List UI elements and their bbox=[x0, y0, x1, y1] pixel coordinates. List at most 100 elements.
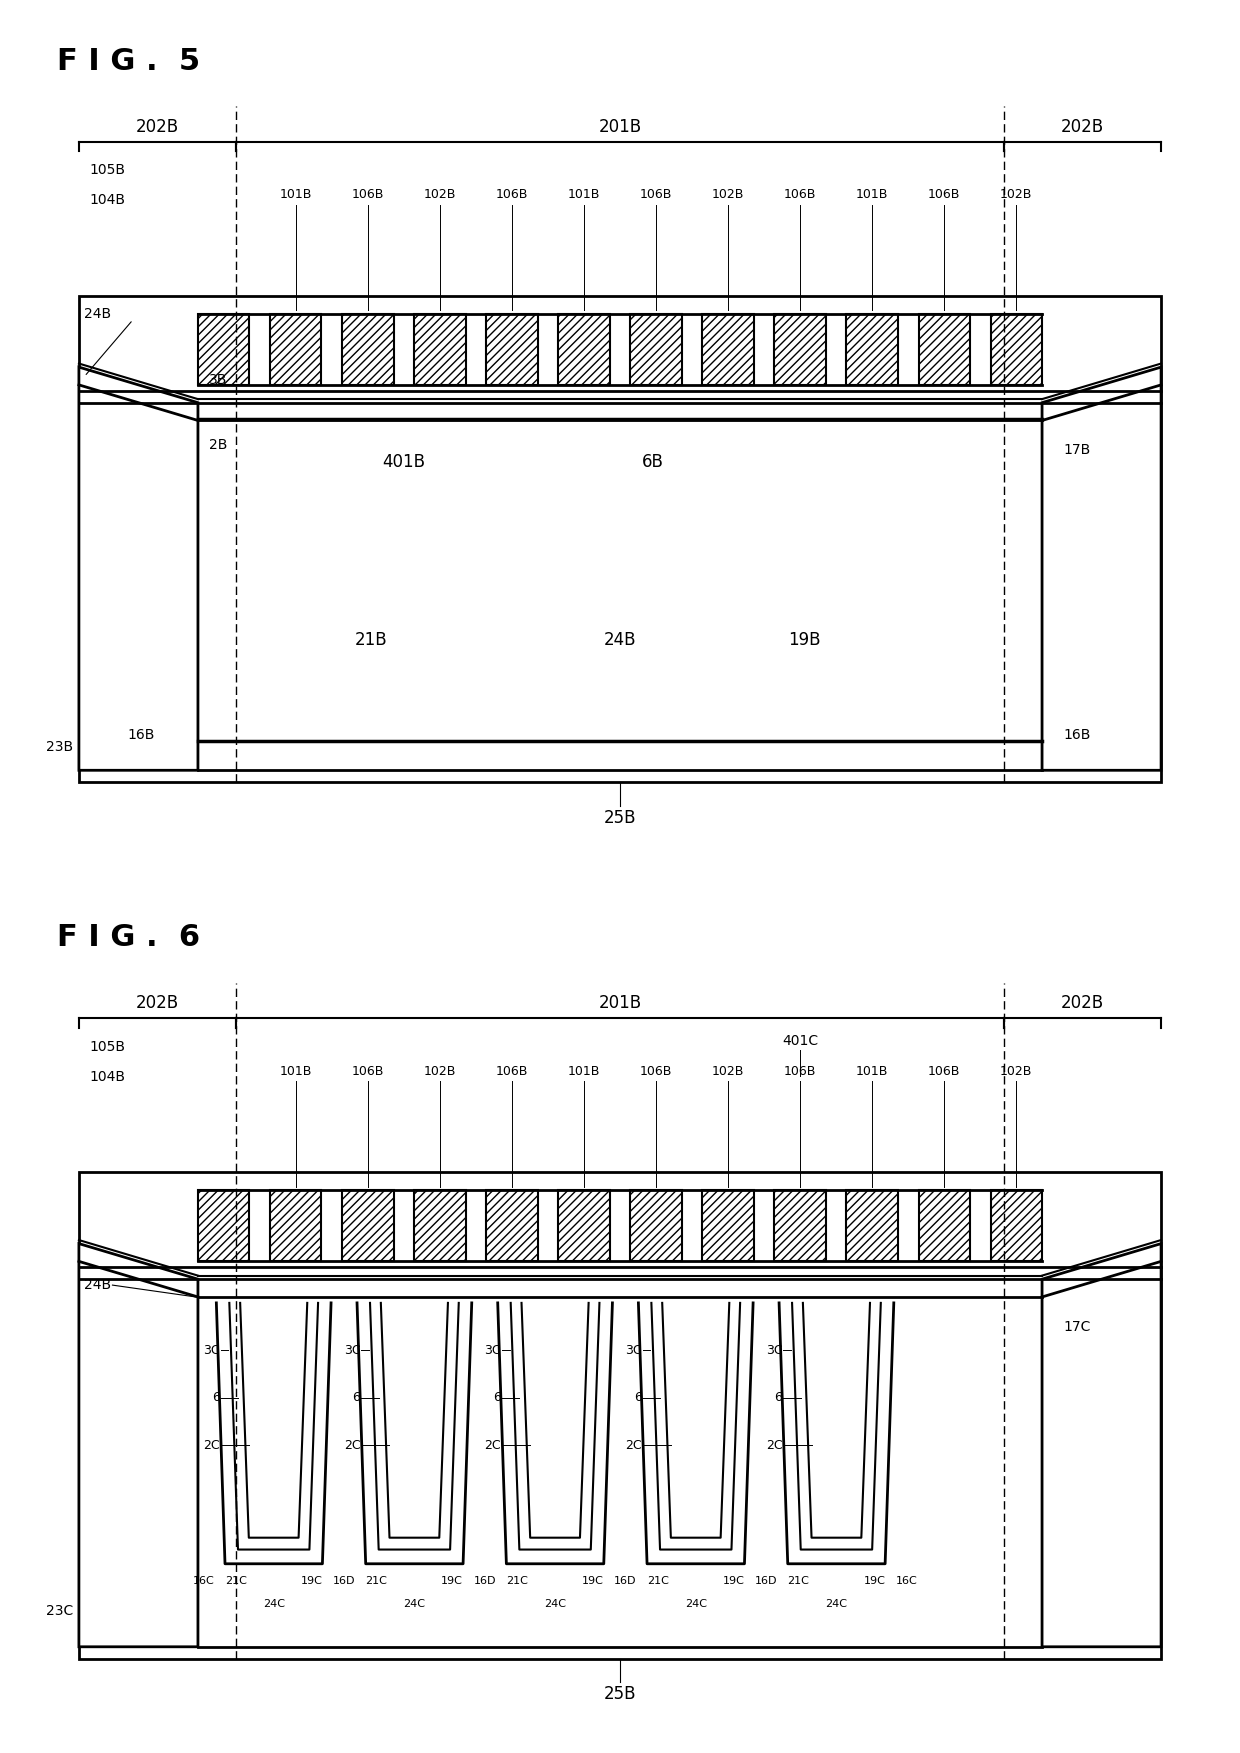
Text: 19B: 19B bbox=[787, 631, 820, 649]
Bar bbox=[630, 314, 682, 386]
Bar bbox=[847, 1190, 898, 1262]
Text: 19C: 19C bbox=[863, 1576, 885, 1586]
Text: 101B: 101B bbox=[568, 188, 600, 202]
Text: 3C: 3C bbox=[766, 1345, 782, 1357]
Text: 23C: 23C bbox=[46, 1604, 73, 1618]
Text: 102B: 102B bbox=[424, 1064, 456, 1078]
Text: 106B: 106B bbox=[352, 1064, 384, 1078]
Text: 202B: 202B bbox=[1061, 117, 1104, 137]
Bar bbox=[342, 314, 393, 386]
Text: 16D: 16D bbox=[332, 1576, 356, 1586]
Text: 17B: 17B bbox=[1064, 444, 1091, 458]
Text: 106B: 106B bbox=[496, 1064, 528, 1078]
Text: 25B: 25B bbox=[604, 1685, 636, 1704]
Bar bbox=[79, 296, 1161, 782]
Text: 6: 6 bbox=[494, 1392, 501, 1404]
Text: 6: 6 bbox=[775, 1392, 782, 1404]
Bar bbox=[558, 314, 610, 386]
Text: 106B: 106B bbox=[784, 188, 816, 202]
Bar bbox=[79, 1173, 1161, 1658]
Text: 21C: 21C bbox=[787, 1576, 810, 1586]
Bar bbox=[991, 314, 1042, 386]
Text: 16B: 16B bbox=[1064, 727, 1091, 742]
Text: 401B: 401B bbox=[382, 452, 425, 472]
Text: 102B: 102B bbox=[1001, 188, 1033, 202]
Bar bbox=[198, 314, 249, 386]
Text: 16C: 16C bbox=[192, 1576, 215, 1586]
Text: 102B: 102B bbox=[1001, 1064, 1033, 1078]
Bar bbox=[198, 1190, 249, 1262]
Text: 16D: 16D bbox=[755, 1576, 777, 1586]
Bar bbox=[558, 1190, 610, 1262]
Text: 105B: 105B bbox=[89, 163, 125, 177]
Text: 21B: 21B bbox=[355, 631, 387, 649]
Bar bbox=[775, 1190, 826, 1262]
Text: 101B: 101B bbox=[279, 188, 312, 202]
Bar bbox=[414, 314, 465, 386]
Text: 2C: 2C bbox=[625, 1439, 641, 1451]
Text: 25B: 25B bbox=[604, 808, 636, 827]
Text: 101B: 101B bbox=[568, 1064, 600, 1078]
Polygon shape bbox=[1042, 1243, 1161, 1646]
Text: 106B: 106B bbox=[640, 1064, 672, 1078]
Text: 106B: 106B bbox=[928, 188, 961, 202]
Bar bbox=[414, 1190, 465, 1262]
Text: 6: 6 bbox=[212, 1392, 219, 1404]
Text: 21C: 21C bbox=[366, 1576, 387, 1586]
Text: 106B: 106B bbox=[784, 1064, 816, 1078]
Text: 2C: 2C bbox=[343, 1439, 361, 1451]
Text: 24C: 24C bbox=[684, 1599, 707, 1609]
Text: 19C: 19C bbox=[723, 1576, 744, 1586]
Text: 3C: 3C bbox=[343, 1345, 361, 1357]
Text: 24C: 24C bbox=[826, 1599, 847, 1609]
Text: 6: 6 bbox=[352, 1392, 361, 1404]
Text: 2C: 2C bbox=[766, 1439, 782, 1451]
Text: F I G .  6: F I G . 6 bbox=[57, 924, 201, 952]
Text: 104B: 104B bbox=[89, 1069, 125, 1083]
Bar bbox=[991, 1190, 1042, 1262]
Text: 102B: 102B bbox=[712, 188, 744, 202]
Text: F I G .  5: F I G . 5 bbox=[57, 47, 201, 75]
Text: 201B: 201B bbox=[599, 117, 641, 137]
Text: 105B: 105B bbox=[89, 1040, 125, 1054]
Text: 23B: 23B bbox=[46, 740, 73, 754]
Bar bbox=[702, 1190, 754, 1262]
Polygon shape bbox=[79, 1243, 198, 1646]
Bar bbox=[486, 314, 538, 386]
Text: 106B: 106B bbox=[496, 188, 528, 202]
Text: 102B: 102B bbox=[712, 1064, 744, 1078]
Text: 16D: 16D bbox=[614, 1576, 636, 1586]
Polygon shape bbox=[79, 366, 198, 770]
Text: 3C: 3C bbox=[203, 1345, 219, 1357]
Text: 2B: 2B bbox=[208, 438, 227, 452]
Text: 106B: 106B bbox=[640, 188, 672, 202]
Text: 24C: 24C bbox=[263, 1599, 285, 1609]
Bar bbox=[270, 1190, 321, 1262]
Text: 202B: 202B bbox=[136, 994, 179, 1011]
Text: 2C: 2C bbox=[485, 1439, 501, 1451]
Text: 3C: 3C bbox=[625, 1345, 641, 1357]
Text: 19C: 19C bbox=[300, 1576, 322, 1586]
Polygon shape bbox=[1042, 366, 1161, 770]
Text: 102B: 102B bbox=[424, 188, 456, 202]
Bar bbox=[775, 314, 826, 386]
Bar bbox=[702, 314, 754, 386]
Bar bbox=[486, 1190, 538, 1262]
Text: 3C: 3C bbox=[485, 1345, 501, 1357]
Text: 21C: 21C bbox=[506, 1576, 528, 1586]
Text: 17C: 17C bbox=[1064, 1320, 1091, 1334]
Bar bbox=[270, 314, 321, 386]
Text: 19C: 19C bbox=[582, 1576, 604, 1586]
Text: 16C: 16C bbox=[897, 1576, 918, 1586]
Text: 2C: 2C bbox=[203, 1439, 219, 1451]
Text: 21C: 21C bbox=[647, 1576, 668, 1586]
Text: 3B: 3B bbox=[208, 373, 227, 387]
Text: 16D: 16D bbox=[474, 1576, 496, 1586]
Text: 201B: 201B bbox=[599, 994, 641, 1011]
Text: 106B: 106B bbox=[928, 1064, 961, 1078]
Text: 101B: 101B bbox=[856, 188, 888, 202]
Text: 6: 6 bbox=[634, 1392, 641, 1404]
Bar bbox=[630, 1190, 682, 1262]
Text: 106B: 106B bbox=[352, 188, 384, 202]
Text: 24C: 24C bbox=[403, 1599, 425, 1609]
